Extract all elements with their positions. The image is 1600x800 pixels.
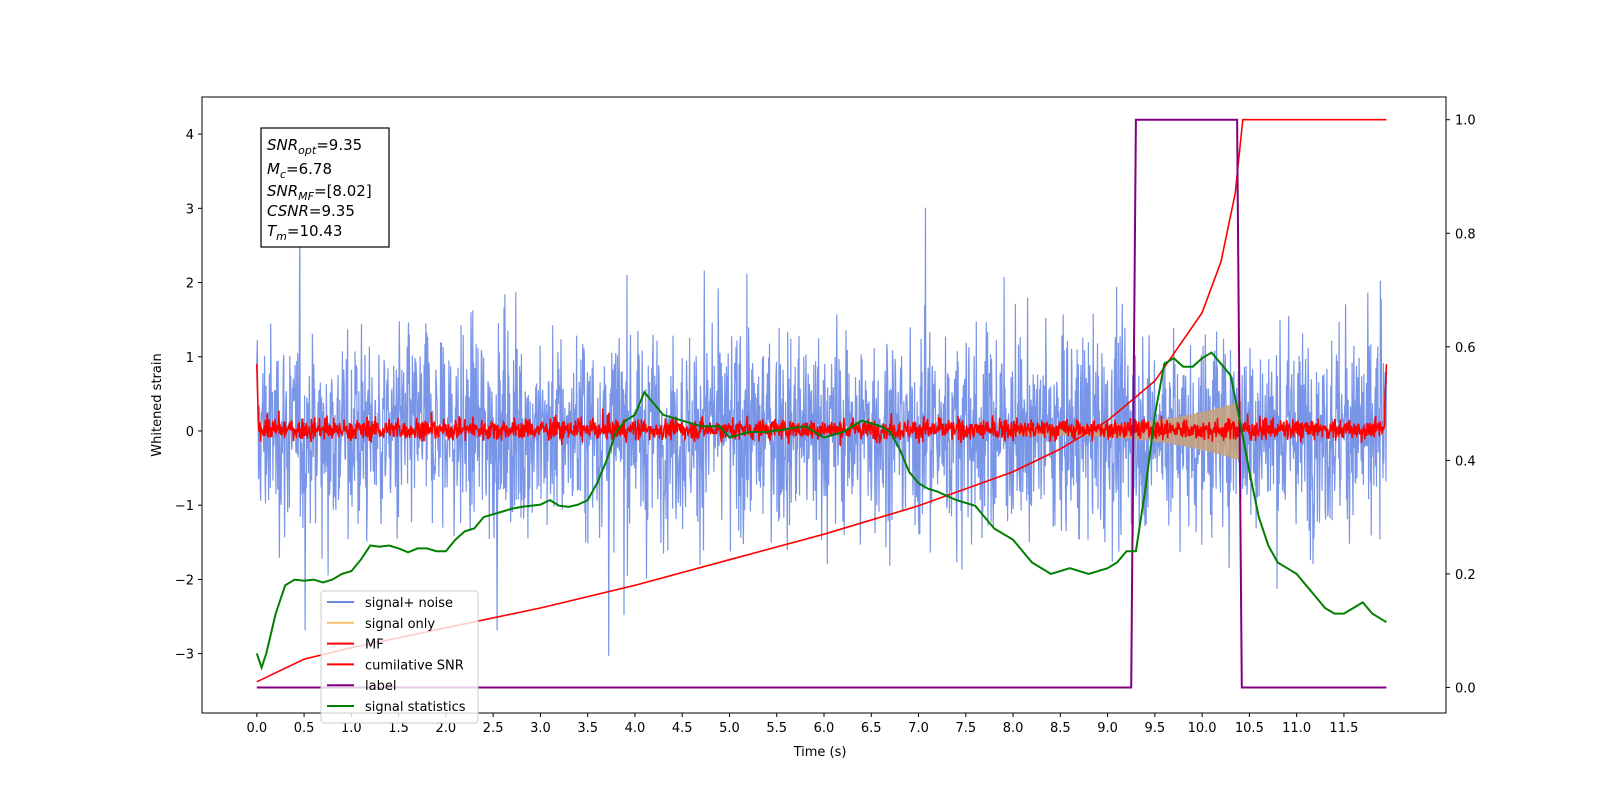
x-tick-label: 10.0 <box>1188 721 1217 736</box>
y2-tick-label: 0.6 <box>1455 341 1476 356</box>
y-tick-label: 4 <box>186 128 194 143</box>
info-snr-mf: SNRMF=[8.02] <box>267 182 372 203</box>
info-box-frame <box>260 127 390 248</box>
y-tick-label: −2 <box>175 573 194 588</box>
legend-entry: cumilative SNR <box>365 658 464 673</box>
x-tick-label: 8.5 <box>1050 721 1071 736</box>
x-tick-label: 0.0 <box>246 721 267 736</box>
legend-entry: signal only <box>365 617 435 632</box>
x-tick-label: 4.0 <box>625 721 646 736</box>
x-tick-label: 2.5 <box>483 721 504 736</box>
x-tick-label: 4.5 <box>672 721 693 736</box>
x-tick-label: 0.5 <box>294 721 315 736</box>
x-tick-label: 11.0 <box>1282 721 1311 736</box>
x-tick-label: 11.5 <box>1329 721 1358 736</box>
y-tick-label: 0 <box>186 425 194 440</box>
y-tick-label: 3 <box>186 202 194 217</box>
y-axis-right: 1.0 0.8 0.6 0.4 0.2 0.0 <box>1446 114 1476 696</box>
y-tick-label: 1 <box>186 351 194 366</box>
legend-entry: MF <box>365 638 384 653</box>
y2-tick-label: 0.4 <box>1455 454 1476 469</box>
x-tick-label: 7.0 <box>908 721 929 736</box>
x-axis-label: Time (s) <box>793 745 847 760</box>
x-tick-label: 3.5 <box>577 721 598 736</box>
x-tick-label: 10.5 <box>1235 721 1264 736</box>
x-tick-label: 2.0 <box>436 721 457 736</box>
x-tick-label: 7.5 <box>955 721 976 736</box>
y2-tick-label: 0.2 <box>1455 568 1476 583</box>
series-label <box>256 118 1387 689</box>
x-tick-label: 9.5 <box>1145 721 1166 736</box>
legend: signal+ noise signal only MF cumilative SNR… <box>320 590 479 724</box>
info-mc: Mc=6.78 <box>267 160 332 181</box>
y-tick-label: 2 <box>186 277 194 292</box>
series-mf <box>256 364 1388 447</box>
y-axis-label: Whitened strain <box>150 353 165 456</box>
x-tick-label: 9.0 <box>1097 721 1118 736</box>
legend-entry: signal+ noise <box>365 596 453 611</box>
info-tm: Tm=10.43 <box>267 222 342 243</box>
info-csnr: CSNR=9.35 <box>267 202 355 220</box>
y-tick-label: −1 <box>175 499 194 514</box>
y-axis-left: 4 3 2 1 0 −1 −2 −3 <box>175 128 202 663</box>
info-snr-opt: SNRopt=9.35 <box>267 136 362 157</box>
legend-entry: signal statistics <box>365 700 466 715</box>
x-tick-label: 6.5 <box>861 721 882 736</box>
series-signal-statistics <box>255 351 1387 671</box>
x-tick-label: 3.0 <box>530 721 551 736</box>
x-tick-label: 5.0 <box>719 721 740 736</box>
legend-entry: label <box>365 679 396 694</box>
x-axis: 0.0 0.5 1.0 1.5 2.0 2.5 3.0 3.5 4.0 4.5 5.0 5.5 6.0 6… <box>246 713 1358 736</box>
x-tick-label: 5.5 <box>766 721 787 736</box>
x-tick-label: 6.0 <box>814 721 835 736</box>
info-box: SNRopt=9.35 Mc=6.78 SNRMF=[8.02] CSNR=9.… <box>260 127 390 248</box>
x-tick-label: 8.0 <box>1003 721 1024 736</box>
x-tick-label: 1.5 <box>388 721 409 736</box>
y2-tick-label: 0.8 <box>1455 227 1476 242</box>
y-tick-label: −3 <box>175 648 194 663</box>
y2-tick-label: 0.0 <box>1455 681 1476 696</box>
y2-tick-label: 1.0 <box>1455 114 1476 129</box>
legend-frame <box>320 590 479 724</box>
x-tick-label: 1.0 <box>341 721 362 736</box>
